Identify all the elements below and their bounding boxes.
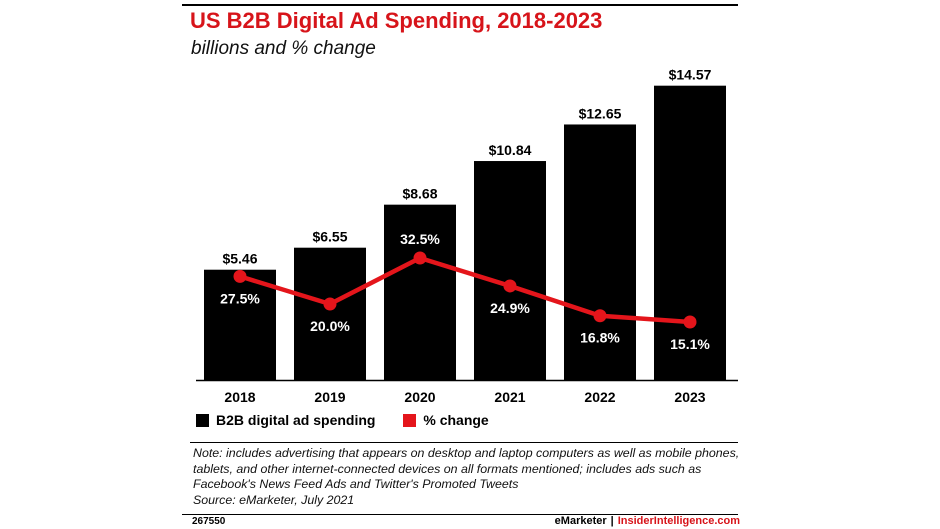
x-tick-label-2023: 2023 bbox=[674, 389, 705, 405]
legend-item-change: % change bbox=[403, 412, 489, 428]
brand-emarketer: eMarketer bbox=[554, 515, 607, 527]
bar-value-label-2021: $10.84 bbox=[489, 142, 532, 158]
change-label-2021: 24.9% bbox=[490, 300, 530, 316]
bar-2018 bbox=[204, 269, 276, 380]
bar-2022 bbox=[564, 124, 636, 380]
top-rule bbox=[182, 4, 738, 6]
change-line bbox=[237, 255, 693, 325]
legend-label-change: % change bbox=[423, 412, 489, 428]
legend-swatch-change bbox=[403, 413, 417, 427]
change-point-2023 bbox=[683, 315, 697, 329]
legend: B2B digital ad spending % change bbox=[196, 412, 513, 430]
x-tick-label-2018: 2018 bbox=[224, 389, 255, 405]
legend-swatch-spending bbox=[196, 413, 209, 427]
bar-value-label-2019: $6.55 bbox=[312, 229, 347, 245]
x-tick-label-2021: 2021 bbox=[494, 389, 525, 405]
legend-item-spending: B2B digital ad spending bbox=[196, 412, 375, 428]
bar-2021 bbox=[474, 161, 546, 380]
note-text: Note: includes advertising that appears … bbox=[193, 446, 740, 491]
note-source: Source: eMarketer, July 2021 bbox=[193, 492, 355, 507]
legend-label-spending: B2B digital ad spending bbox=[216, 412, 376, 428]
brand-insider-intelligence: InsiderIntelligence.com bbox=[617, 515, 740, 527]
bottom-rule bbox=[182, 514, 738, 515]
note-divider bbox=[190, 442, 738, 443]
brand-separator: | bbox=[610, 515, 614, 527]
x-tick-label-2019: 2019 bbox=[314, 389, 345, 405]
change-label-2020: 32.5% bbox=[400, 231, 440, 247]
change-point-2021 bbox=[503, 279, 517, 293]
bar-2019 bbox=[294, 247, 366, 380]
x-tick-label-2022: 2022 bbox=[584, 389, 615, 405]
bar-value-label-2018: $5.46 bbox=[222, 251, 257, 267]
change-point-2020 bbox=[413, 251, 427, 265]
change-point-2022 bbox=[593, 309, 607, 323]
bar-value-label-2022: $12.65 bbox=[579, 105, 622, 121]
change-point-2019 bbox=[323, 297, 337, 311]
change-label-2023: 15.1% bbox=[670, 336, 710, 352]
chart-note: Note: includes advertising that appears … bbox=[193, 446, 753, 508]
chart-id: 267550 bbox=[192, 516, 226, 527]
change-label-2019: 20.0% bbox=[310, 318, 350, 334]
change-label-2018: 27.5% bbox=[220, 290, 260, 306]
chart-title: US B2B Digital Ad Spending, 2018-2023 bbox=[190, 8, 603, 33]
change-label-2022: 16.8% bbox=[580, 330, 620, 346]
x-tick-label-2020: 2020 bbox=[404, 389, 435, 405]
bar-2023 bbox=[654, 85, 726, 380]
chart-subtitle: billions and % change bbox=[191, 38, 376, 59]
change-point-2018 bbox=[233, 269, 247, 283]
bar-value-label-2023: $14.57 bbox=[669, 67, 712, 83]
footer-brand: eMarketer | InsiderIntelligence.com bbox=[555, 515, 740, 527]
bar-value-label-2020: $8.68 bbox=[402, 186, 437, 202]
bar-2020 bbox=[384, 204, 456, 380]
